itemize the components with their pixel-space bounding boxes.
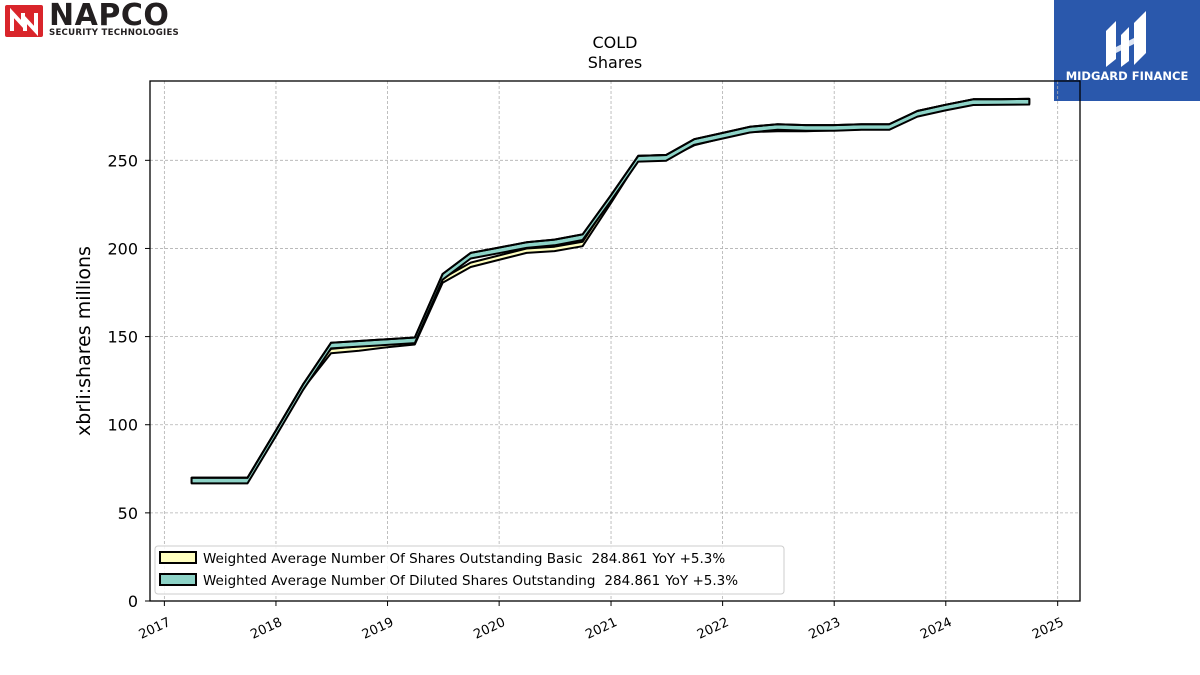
legend-basic-name: Weighted Average Number Of Shares Outsta…: [203, 551, 583, 567]
legend: Weighted Average Number Of Shares Outsta…: [154, 545, 785, 595]
napco-logo: NAPCO SECURITY TECHNOLOGIES: [5, 0, 210, 40]
series-areas: [190, 97, 1031, 485]
legend-diluted-yoy: YoY +5.3%: [664, 573, 738, 589]
x-tick-label: 2017: [137, 615, 173, 643]
y-tick-label: 200: [107, 239, 138, 258]
x-tick-label: 2021: [583, 615, 619, 643]
midgard-finance-logo: MIDGARD FINANCE: [1054, 0, 1200, 101]
series-diluted-line: [191, 97, 1030, 479]
legend-basic-yoy: YoY +5.3%: [651, 551, 725, 567]
x-tick-label: 2019: [360, 615, 396, 643]
chart-subtitle: Shares: [588, 53, 643, 72]
y-tick-label: 100: [107, 416, 138, 435]
series-diluted-area: [190, 97, 1031, 485]
x-tick-label: 2022: [695, 615, 731, 643]
x-tick-label: 2025: [1030, 615, 1066, 643]
legend-label-basic: Weighted Average Number Of Shares Outsta…: [203, 551, 725, 567]
napco-n-icon: [5, 5, 43, 37]
napco-wordmark: NAPCO: [49, 0, 170, 33]
x-tick-label: 2020: [471, 615, 507, 643]
legend-swatch-diluted: [159, 573, 197, 586]
midgard-m-icon: [1106, 11, 1146, 67]
x-tick-label: 2024: [918, 615, 954, 643]
napco-tagline: SECURITY TECHNOLOGIES: [49, 28, 180, 38]
legend-diluted-value: 284.861: [604, 573, 660, 589]
y-tick-label: 50: [118, 504, 138, 523]
y-axis-label: xbrli:shares millions: [73, 246, 95, 436]
legend-basic-value: 284.861: [592, 551, 648, 567]
plot-frame: [149, 80, 1081, 602]
y-tick-label: 250: [107, 151, 138, 170]
legend-label-diluted: Weighted Average Number Of Diluted Share…: [203, 573, 738, 589]
legend-diluted-name: Weighted Average Number Of Diluted Share…: [203, 573, 595, 589]
y-tick-label: 150: [107, 328, 138, 347]
x-tick-label: 2023: [807, 615, 843, 643]
legend-box: [154, 545, 785, 595]
legend-swatch-basic: [159, 551, 197, 564]
chart-title: COLD: [593, 33, 638, 52]
y-tick-label: 0: [128, 592, 138, 611]
x-tick-label: 2018: [248, 615, 284, 643]
midgard-finance-name: MIDGARD FINANCE: [1065, 69, 1189, 83]
grid-lines: [150, 81, 1080, 601]
